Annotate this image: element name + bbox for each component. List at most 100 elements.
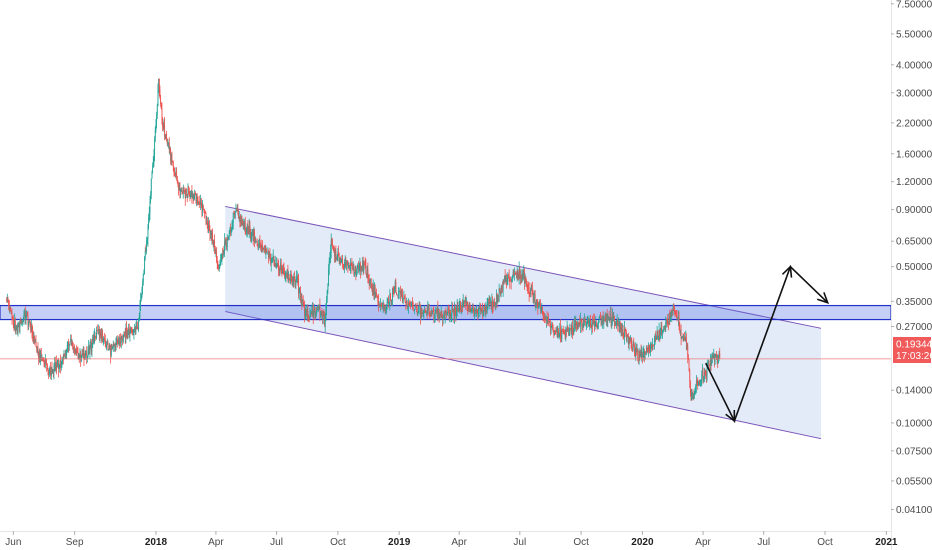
candle <box>589 319 591 331</box>
candle-body <box>280 263 282 270</box>
candle <box>393 286 395 298</box>
candle-body <box>718 353 720 356</box>
candle <box>568 327 569 336</box>
candle-body <box>607 316 609 320</box>
candle-body <box>44 363 46 365</box>
candle-body <box>192 195 194 199</box>
candle-body <box>398 293 399 296</box>
candle-body <box>374 287 376 297</box>
candle-body <box>154 138 156 154</box>
candle <box>491 293 493 313</box>
candle <box>479 302 481 318</box>
candle-body <box>654 335 656 340</box>
candle <box>58 357 60 378</box>
candle-body <box>163 124 165 128</box>
candle-body <box>686 345 688 350</box>
candle <box>655 335 657 340</box>
candle-body <box>303 303 305 307</box>
candle <box>297 275 299 286</box>
candle <box>516 266 518 282</box>
candle-body <box>52 370 54 372</box>
candle-body <box>258 240 260 245</box>
candle-body <box>629 338 631 340</box>
candle <box>577 318 579 331</box>
price-axis[interactable]: 7.500005.500004.000003.000002.200001.600… <box>891 0 932 516</box>
candle <box>653 344 655 347</box>
candle <box>703 367 705 383</box>
candle <box>546 311 548 327</box>
candle <box>318 304 319 312</box>
candle-body <box>602 316 604 325</box>
candle-body <box>342 264 344 266</box>
candle-body <box>524 272 525 284</box>
candle <box>566 320 568 333</box>
candle <box>285 270 287 283</box>
candle-body <box>236 208 238 211</box>
candle <box>404 293 406 304</box>
candle <box>272 249 274 262</box>
candle-body <box>18 324 20 328</box>
candle-body <box>713 353 715 361</box>
candle <box>704 369 706 376</box>
candle <box>690 388 692 401</box>
candle-body <box>294 280 296 286</box>
candle-body <box>182 192 184 194</box>
candle <box>182 191 184 195</box>
candle <box>206 216 208 229</box>
candle <box>408 301 410 307</box>
candle-body <box>468 308 469 312</box>
candle-body <box>633 345 635 353</box>
candle <box>556 326 557 333</box>
candle <box>581 318 583 333</box>
candle <box>122 335 124 346</box>
candle-body <box>219 262 221 265</box>
candle <box>581 323 583 331</box>
arrow-head-final <box>816 292 830 304</box>
candle-body <box>322 315 323 320</box>
candle-body <box>396 292 397 295</box>
candle-body <box>506 277 507 285</box>
candle-body <box>64 354 66 356</box>
candle <box>257 243 259 250</box>
candle-body <box>449 312 451 319</box>
candle-body <box>709 357 711 365</box>
candle-body <box>86 352 88 358</box>
candle <box>670 308 672 318</box>
last-price-value: 0.19344 <box>896 340 932 351</box>
candle <box>521 274 523 283</box>
candle <box>628 336 630 351</box>
candle <box>519 266 521 280</box>
candle <box>368 273 370 290</box>
candle <box>140 293 142 302</box>
candle <box>10 306 12 312</box>
candle-body <box>556 330 558 338</box>
candle-body <box>597 321 599 324</box>
candle-body <box>352 267 353 270</box>
candle-body <box>272 256 274 258</box>
candle <box>234 210 236 219</box>
candle-body <box>47 367 49 371</box>
candle <box>544 312 545 324</box>
candle-body <box>648 345 650 351</box>
candle <box>373 283 375 300</box>
candle <box>264 244 266 255</box>
candle-body <box>204 212 206 214</box>
candle <box>554 330 555 336</box>
candle <box>364 261 365 266</box>
candle-body <box>32 335 34 340</box>
candle <box>141 286 143 299</box>
candle <box>270 257 272 272</box>
candle <box>81 348 83 359</box>
candle <box>370 278 372 289</box>
time-axis[interactable]: Jun Sep 2018 Apr Jul Oct 2019 Apr Jul Oct 2020 Apr J… <box>5 531 898 548</box>
candle-body <box>695 380 697 386</box>
candle <box>176 167 178 181</box>
candle-body <box>508 274 509 276</box>
candle <box>82 348 84 357</box>
candle-body <box>663 326 665 331</box>
candles-layer <box>6 78 721 401</box>
candle <box>193 194 195 201</box>
candle-body <box>276 263 278 267</box>
candle <box>480 303 481 315</box>
